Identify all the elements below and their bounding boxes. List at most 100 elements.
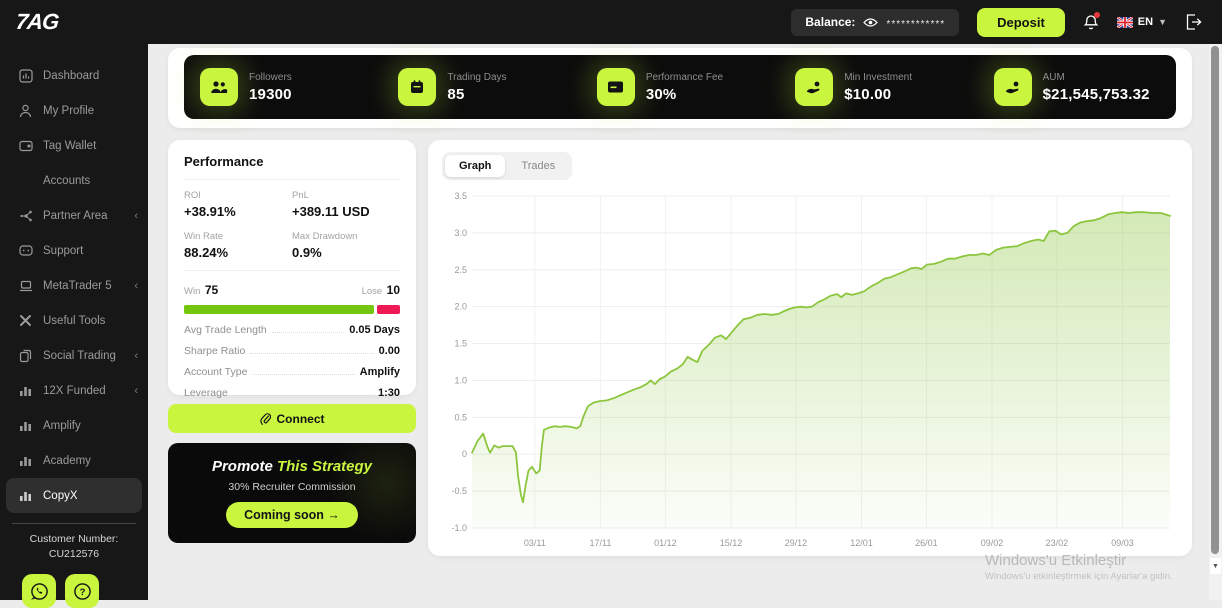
svg-text:?: ? <box>79 587 85 598</box>
coming-soon-button[interactable]: Coming soon → <box>226 502 358 528</box>
chevron-left-icon: ‹ <box>134 384 138 397</box>
sidebar-item-useful-tools[interactable]: Useful Tools <box>0 303 148 338</box>
followers-icon <box>200 68 238 106</box>
balance-pill[interactable]: Balance: ************ <box>791 8 960 36</box>
bars-icon <box>18 490 33 502</box>
stat-label: Performance Fee <box>645 71 724 83</box>
stats-bar: Followers 19300 Trading Days 85 Performa… <box>184 55 1176 119</box>
scrollbar-thumb[interactable] <box>1211 46 1219 554</box>
promo-title-white: Promote <box>211 458 273 475</box>
metric-label: Max Drawdown <box>292 231 358 242</box>
stat-value: 30% <box>645 85 677 103</box>
connect-button[interactable]: Connect <box>168 404 416 433</box>
win-bar-segment <box>184 305 375 314</box>
sidebar-item-label: My Profile <box>43 104 95 117</box>
sidebar-item-label: Partner Area <box>43 209 108 222</box>
sidebar-item-partner-area[interactable]: Partner Area ‹ <box>0 198 148 233</box>
row-label: Account Type <box>184 366 248 378</box>
sidebar-item-amplify[interactable]: Amplify <box>0 408 148 443</box>
support-icon <box>18 244 33 257</box>
sidebar-item-dashboard[interactable]: Dashboard <box>0 58 148 93</box>
watermark-line1: Windows'u Etkinleştir <box>985 552 1127 569</box>
scrollbar-down-button[interactable]: ▼ <box>1210 558 1221 574</box>
svg-text:26/01: 26/01 <box>915 538 938 548</box>
promo-subtitle: 30% Recruiter Commission <box>228 481 356 493</box>
svg-text:3.0: 3.0 <box>454 228 467 238</box>
svg-text:-0.5: -0.5 <box>451 486 467 496</box>
promo-title-lime: This Strategy <box>272 458 373 475</box>
stat-trading-days: Trading Days 85 <box>382 68 580 106</box>
sidebar-item-metatrader5[interactable]: MetaTrader 5 ‹ <box>0 268 148 303</box>
performance-card: Performance ROI +38.91% PnL +389.11 USD … <box>168 140 416 399</box>
promote-card: Promote This Strategy 30% Recruiter Comm… <box>168 443 416 543</box>
row-value: 0.05 Days <box>349 324 400 336</box>
sidebar-item-label: 12X Funded <box>43 384 106 397</box>
logout-icon[interactable] <box>1185 14 1202 30</box>
page-scrollbar[interactable]: ▼ <box>1209 44 1222 600</box>
svg-text:29/12: 29/12 <box>785 538 808 548</box>
sidebar-item-label: Support <box>43 244 84 257</box>
metric-value: 0.9% <box>292 245 322 260</box>
sidebar-item-12x-funded[interactable]: 12X Funded ‹ <box>0 373 148 408</box>
row-label: Sharpe Ratio <box>184 345 246 357</box>
balance-label: Balance: <box>805 15 856 29</box>
stat-row-sharpe-ratio: Sharpe Ratio 0.00 <box>184 345 400 357</box>
svg-text:12/01: 12/01 <box>850 538 873 548</box>
graph-tabs: Graph Trades <box>442 152 573 180</box>
metric-win-rate: Win Rate 88.24% <box>184 231 292 260</box>
metric-roi: ROI +38.91% <box>184 190 292 219</box>
help-button[interactable]: ? <box>65 574 99 608</box>
customer-number-label: Customer Number: <box>29 533 119 545</box>
lose-bar-segment <box>377 305 400 314</box>
sidebar-item-support[interactable]: Support <box>0 233 148 268</box>
svg-text:09/02: 09/02 <box>981 538 1004 548</box>
metric-label: PnL <box>292 190 309 201</box>
copy-icon <box>18 349 33 363</box>
stat-label: AUM <box>1042 71 1065 83</box>
sidebar-item-label: Academy <box>43 454 91 467</box>
win-value: 75 <box>204 283 219 297</box>
connect-label: Connect <box>276 411 325 426</box>
main-content: Followers 19300 Trading Days 85 Performa… <box>148 44 1209 600</box>
sidebar-item-tag-wallet[interactable]: Tag Wallet <box>0 128 148 163</box>
win-label: Win <box>184 286 201 297</box>
card-icon <box>596 68 635 106</box>
notifications-bell-icon[interactable] <box>1083 11 1100 31</box>
stat-row-avg-trade-length: Avg Trade Length 0.05 Days <box>184 324 400 336</box>
chevron-left-icon: ‹ <box>134 349 138 362</box>
top-header: 7AG Balance: ************ Deposit EN ▼ <box>0 0 1222 44</box>
sidebar-item-my-profile[interactable]: My Profile <box>0 93 148 128</box>
brand-logo: 7AG <box>14 9 60 34</box>
wallet-icon <box>18 140 33 152</box>
svg-text:-1.0: -1.0 <box>451 523 467 533</box>
whatsapp-button[interactable] <box>22 574 56 608</box>
stat-value: $21,545,753.32 <box>1042 85 1150 103</box>
svg-text:09/03: 09/03 <box>1111 538 1134 548</box>
sidebar-item-social-trading[interactable]: Social Trading ‹ <box>0 338 148 373</box>
roi-chart: 3.5 3.0 2.5 2.0 1.5 1.0 0.5 0 -0.5 -1.0 03/11 17/11… <box>442 186 1178 554</box>
sidebar-item-copyx[interactable]: CopyX <box>6 478 142 513</box>
sidebar-item-accounts[interactable]: Accounts <box>0 163 148 198</box>
tab-graph[interactable]: Graph <box>445 155 506 177</box>
eye-icon[interactable] <box>863 17 879 28</box>
svg-text:17/11: 17/11 <box>590 538 612 548</box>
bars-icon <box>18 420 33 432</box>
metric-value: 88.24% <box>184 245 229 260</box>
row-value: 0.00 <box>378 345 400 357</box>
language-selector[interactable]: EN ▼ <box>1116 16 1167 28</box>
stat-value: 85 <box>447 85 465 103</box>
tab-trades[interactable]: Trades <box>521 160 556 172</box>
watermark-line2: Windows'u etkinleştirmek için Ayarlar'a … <box>985 571 1173 582</box>
sidebar-item-label: Dashboard <box>43 69 100 82</box>
sidebar-item-label: Accounts <box>43 174 91 187</box>
stat-label: Min Investment <box>844 71 913 83</box>
customer-number-value: CU212576 <box>48 548 100 561</box>
metric-value: +38.91% <box>184 204 236 219</box>
svg-text:03/11: 03/11 <box>524 538 546 548</box>
lose-label: Lose <box>361 286 383 297</box>
windows-activation-watermark: Windows'u Etkinleştir Windows'u etkinleş… <box>985 552 1173 582</box>
sidebar-item-academy[interactable]: Academy <box>0 443 148 478</box>
laptop-icon <box>18 280 33 292</box>
deposit-button[interactable]: Deposit <box>977 7 1065 37</box>
dashboard-icon <box>18 68 33 83</box>
